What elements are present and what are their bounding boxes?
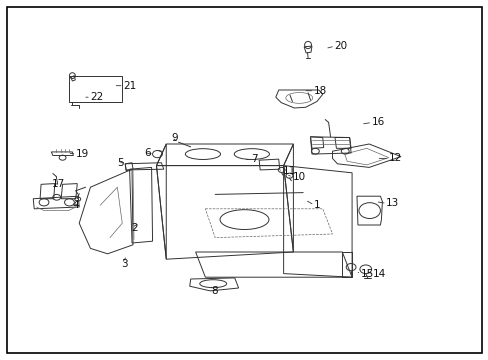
Text: 4: 4: [72, 200, 79, 210]
Text: 12: 12: [388, 153, 401, 163]
Text: 1: 1: [313, 200, 320, 210]
Text: 2: 2: [131, 222, 138, 233]
Text: 15: 15: [360, 269, 373, 279]
Text: 21: 21: [123, 81, 136, 91]
Text: 20: 20: [334, 41, 347, 51]
Text: 16: 16: [371, 117, 384, 127]
Text: 22: 22: [90, 92, 103, 102]
Bar: [69, 76, 122, 102]
Text: 8: 8: [211, 285, 218, 296]
Text: 3: 3: [121, 258, 128, 269]
Text: 17: 17: [51, 179, 64, 189]
Text: 11: 11: [282, 166, 295, 176]
Text: 5: 5: [117, 158, 124, 168]
Text: 13: 13: [386, 198, 399, 208]
Text: 19: 19: [76, 149, 89, 159]
Text: 10: 10: [292, 172, 305, 182]
Text: 9: 9: [171, 132, 178, 143]
Text: 7: 7: [251, 154, 258, 164]
Text: 14: 14: [372, 269, 385, 279]
Text: 6: 6: [144, 148, 151, 158]
Text: 18: 18: [313, 86, 326, 96]
